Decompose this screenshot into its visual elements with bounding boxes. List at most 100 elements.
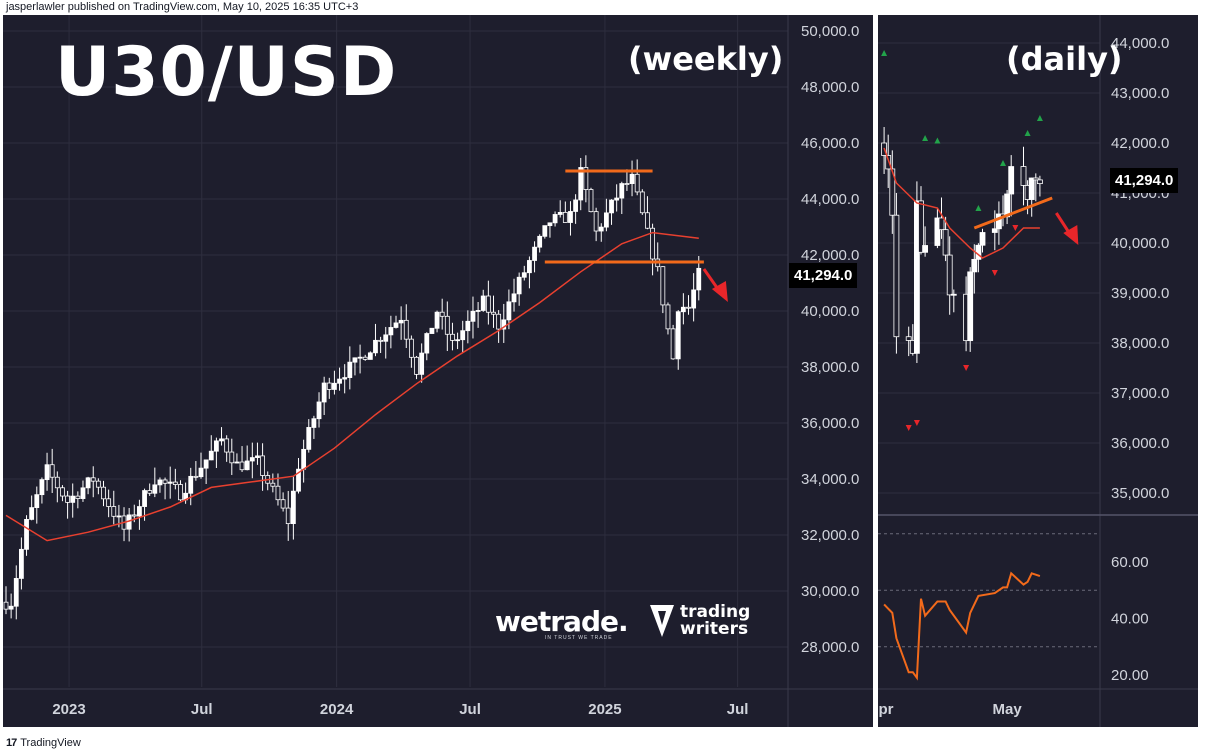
weekly-candle <box>65 495 70 503</box>
weekly-y-tick: 44,000.0 <box>801 191 859 208</box>
weekly-candle <box>557 211 563 215</box>
weekly-candle <box>588 189 594 213</box>
weekly-candle <box>178 484 183 501</box>
weekly-candle <box>337 378 342 384</box>
daily-candle <box>1020 166 1027 186</box>
weekly-candle <box>219 438 224 442</box>
weekly-candle <box>583 167 589 190</box>
tradingview-footer: 17 TradingView <box>6 737 81 749</box>
weekly-candle <box>275 485 281 501</box>
weekly-candle <box>645 212 650 229</box>
weekly-candle <box>332 382 337 390</box>
weekly-candle <box>552 214 558 224</box>
daily-candle <box>1032 177 1039 181</box>
weekly-y-tick: 30,000.0 <box>801 583 859 600</box>
weekly-candle <box>680 306 686 313</box>
weekly-candle <box>614 197 620 201</box>
daily-candle <box>889 168 896 216</box>
weekly-candle <box>157 479 163 486</box>
weekly-candle <box>131 514 137 517</box>
weekly-subtitle: (weekly) <box>628 40 784 78</box>
weekly-candle <box>75 495 81 499</box>
weekly-candle <box>598 226 604 232</box>
weekly-y-tick: 32,000.0 <box>801 527 859 544</box>
weekly-candle <box>213 440 219 452</box>
daily-candle <box>946 254 953 296</box>
weekly-candle <box>527 260 532 274</box>
daily-x-tick: May <box>993 701 1023 718</box>
weekly-candle <box>249 457 255 462</box>
daily-last-price-badge: 41,294.0 <box>1110 168 1179 193</box>
daily-candle <box>979 232 986 246</box>
weekly-candle <box>8 605 14 610</box>
weekly-candle <box>491 311 496 315</box>
weekly-candle <box>326 382 332 390</box>
weekly-candle <box>24 519 29 550</box>
weekly-y-tick: 36,000.0 <box>801 415 859 432</box>
daily-up-marker <box>1024 130 1031 136</box>
weekly-candle <box>54 476 60 489</box>
weekly-candle <box>362 356 368 360</box>
weekly-candle <box>342 377 348 380</box>
weekly-x-tick: Jul <box>191 701 213 718</box>
trading-writers-line1: trading <box>680 602 751 622</box>
weekly-candle <box>670 328 676 360</box>
daily-candle <box>1008 166 1015 195</box>
daily-candle <box>905 336 912 341</box>
weekly-candle <box>460 330 466 341</box>
weekly-moving-average <box>5 231 699 542</box>
weekly-candle <box>388 327 394 336</box>
weekly-x-tick: Jul <box>459 701 481 718</box>
weekly-candle <box>686 306 691 309</box>
weekly-y-tick: 42,000.0 <box>801 247 859 264</box>
weekly-candle <box>419 352 425 375</box>
daily-down-marker <box>1012 225 1019 231</box>
daily-support-trendline <box>973 196 1053 230</box>
weekly-candle <box>475 310 481 312</box>
weekly-candle <box>208 450 214 461</box>
daily-candle <box>893 214 900 338</box>
rsi-line <box>883 571 1041 681</box>
weekly-candle <box>573 199 579 212</box>
weekly-y-tick: 46,000.0 <box>801 135 859 152</box>
weekly-candle <box>70 495 76 503</box>
weekly-candle <box>629 173 635 184</box>
tradingview-brand: TradingView <box>20 737 81 749</box>
weekly-candle <box>480 295 486 311</box>
weekly-candle <box>239 461 245 471</box>
weekly-candle <box>373 339 378 354</box>
weekly-candle <box>301 448 307 470</box>
weekly-candle <box>383 334 389 342</box>
weekly-chart-canvas[interactable]: 50,000.0 48,000.0 46,000.0 44,000.0 42,000.0… <box>3 15 873 727</box>
weekly-down-arrow-head <box>711 281 728 302</box>
weekly-y-tick: 38,000.0 <box>801 359 859 376</box>
daily-up-marker <box>934 137 941 144</box>
weekly-candle <box>101 486 106 500</box>
weekly-candle <box>429 327 435 334</box>
weekly-candle <box>203 459 209 469</box>
weekly-candle <box>280 499 286 509</box>
weekly-candle <box>367 352 373 360</box>
weekly-candle <box>398 319 404 324</box>
daily-candle <box>934 217 941 246</box>
daily-chart-canvas[interactable]: 44,000.043,000.042,000.041,000.040,000.0… <box>878 15 1198 727</box>
weekly-candle <box>3 601 9 610</box>
weekly-y-tick: 34,000.0 <box>801 471 859 488</box>
weekly-candle <box>593 211 599 232</box>
weekly-candle <box>485 295 491 313</box>
weekly-candle <box>270 482 276 487</box>
daily-up-marker <box>1036 115 1043 121</box>
rsi-y-tick: 40.00 <box>1111 611 1149 628</box>
daily-y-tick: 35,000.0 <box>1111 485 1169 502</box>
weekly-y-tick: 28,000.0 <box>801 639 859 656</box>
weekly-x-tick: 2024 <box>320 701 354 718</box>
weekly-candle <box>639 191 645 214</box>
daily-y-tick: 38,000.0 <box>1111 335 1169 352</box>
daily-candle <box>942 229 949 256</box>
trading-writers-pen-icon <box>650 605 674 637</box>
daily-chart-pane[interactable]: 44,000.0 43,000.0 42,000.0 41,000.0 40,000.0… <box>878 15 1198 727</box>
weekly-candle <box>547 222 553 227</box>
daily-down-marker <box>991 270 998 276</box>
daily-y-tick: 37,000.0 <box>1111 385 1169 402</box>
weekly-chart-pane[interactable]: 50,000.0 48,000.0 46,000.0 44,000.0 42,000.0… <box>3 15 873 727</box>
